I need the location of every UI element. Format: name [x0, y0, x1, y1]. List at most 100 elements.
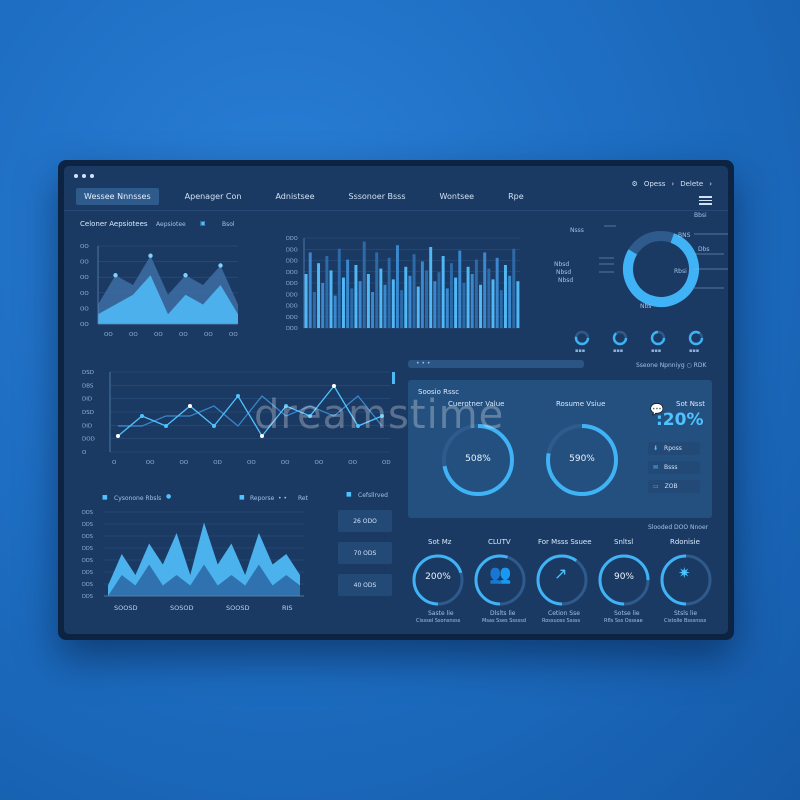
y-tick-label: DID [82, 423, 92, 429]
y-tick-label: O [82, 450, 87, 456]
bar [317, 263, 321, 328]
data-point [183, 273, 188, 278]
data-point [148, 253, 153, 258]
data-point [113, 273, 118, 278]
x-tick-label: OO [247, 460, 256, 466]
bar [470, 274, 474, 328]
bar [333, 295, 337, 328]
bar [387, 257, 391, 328]
legend-square-icon: ■ [239, 494, 245, 501]
y-tick-label: OO [80, 260, 89, 266]
mini-rings: ▪▪▪ ▪▪▪ ▪▪▪ ▪▪▪ [574, 330, 704, 354]
data-point [308, 414, 312, 418]
bottom-kpi-rings [412, 554, 712, 606]
area-panel-icon[interactable]: ▣ [200, 220, 206, 227]
legend-label-2: Reporse [250, 495, 275, 502]
bar [346, 259, 350, 328]
y-tick-label: DDO [286, 247, 298, 253]
kpi-2-sub2: Msas Sses Sssssd [482, 618, 526, 624]
kpi-4-value: 90% [613, 572, 634, 582]
mini-ring-label: ▪▪▪ [575, 348, 585, 354]
donut-label-left-1: Nsss [570, 227, 584, 234]
mini-ring-value [612, 330, 628, 346]
y-tick-label: DSD [82, 370, 94, 376]
y-tick-label: OO [80, 306, 89, 312]
kpi-3-title: For Msss Ssuee [538, 538, 592, 546]
tab-6[interactable]: Rpe [508, 192, 524, 201]
watermark: dreamstime [254, 392, 505, 438]
gauge-value [546, 424, 618, 496]
mini-ring-value [574, 330, 590, 346]
kpi-5-sub1: Stsls lie [674, 610, 698, 617]
kpi-2-sub1: Dlslts lie [490, 610, 516, 617]
chat-bubble-icon: 💬 [650, 403, 664, 416]
x-tick-label: OD [213, 460, 222, 466]
kpi-5-title: Rdonisie [670, 538, 700, 546]
window-dot-icon[interactable] [82, 174, 86, 178]
gauge-rings [442, 424, 618, 496]
bar [483, 252, 487, 328]
mini-stat-2[interactable]: 70 ODS [338, 542, 392, 564]
area-series-front [98, 275, 238, 324]
kpi-3-sub2: Rossuoss Sssss [542, 618, 581, 624]
x-tick-label: OO [146, 460, 155, 466]
top-link-1[interactable]: Opess [643, 180, 666, 188]
menu-icon[interactable] [699, 194, 712, 207]
tab-3[interactable]: Adnistsee [275, 192, 315, 201]
gauge-1-title: Cuerotner Value [448, 400, 505, 408]
mini-stat-3[interactable]: 40 ODS [338, 574, 392, 596]
area-panel-tag[interactable]: Bsol [222, 221, 235, 228]
bar [321, 283, 325, 328]
tab-5[interactable]: Wontsee [439, 192, 475, 201]
side-button-3[interactable]: ▭ ZOB [648, 480, 700, 493]
y-tick-label: DDS [82, 558, 93, 564]
legend-label-4: Cefsllrved [358, 492, 388, 499]
x-tick-label: OO [129, 332, 138, 338]
tab-1[interactable]: Wessee Nnnsses [76, 188, 159, 205]
bar [503, 265, 507, 328]
x-tick-label: OO [229, 332, 238, 338]
trend-up-icon: ↗ [554, 564, 568, 583]
window-dot-icon[interactable] [90, 174, 94, 178]
y-tick-label: DDS [82, 510, 93, 516]
y-tick-label: OO [80, 322, 89, 328]
gear-icon: ✷ [678, 564, 691, 582]
bar [391, 279, 395, 328]
x-tick-label: OO [179, 332, 188, 338]
tab-2[interactable]: Apenager Con [184, 192, 242, 201]
data-point [116, 434, 120, 438]
bar [362, 241, 366, 328]
bar [441, 256, 445, 328]
side-button-2[interactable]: ✉ Bsss [648, 461, 700, 474]
window-dot-icon[interactable] [74, 174, 78, 178]
line-series-2 [118, 395, 383, 427]
kpi-top-bar [408, 360, 584, 368]
kpi-2-title: CLUTV [488, 538, 511, 546]
top-link-2[interactable]: Delete [680, 180, 704, 188]
bar [466, 266, 470, 328]
line-series-1 [117, 384, 383, 438]
bar [495, 257, 499, 328]
side-button-1[interactable]: ⬇ Rposs [648, 442, 700, 455]
legend-label-1: Cysonone Rbsls [114, 495, 162, 502]
data-point [284, 404, 288, 408]
mini-stat-1[interactable]: 26 ODO [338, 510, 392, 532]
bar [337, 248, 341, 328]
bottom-kpi-header: Slooded DOO Nnoer [648, 524, 709, 531]
y-tick-label: DDS [82, 570, 93, 576]
kpi-header-right: Sseone Npnniyg ○ RDK [636, 362, 707, 369]
kpi-4-title: Snltsl [614, 538, 634, 546]
x-tick-label: SOSOD [170, 604, 194, 612]
monitor-frame: Wessee Nnnsses Apenager Con Adnistsee Ss… [58, 160, 734, 640]
settings-icon[interactable]: ⚙ [631, 180, 638, 188]
x-tick-label: SOOSD [114, 604, 138, 612]
kpi-ring-value [536, 554, 588, 606]
bar [429, 247, 433, 328]
data-point [260, 434, 264, 438]
y-tick-label: DDS [82, 534, 93, 540]
tab-4[interactable]: Sssonoer Bsss [348, 192, 406, 201]
arrow-icon: › [671, 180, 675, 188]
download-icon: ⬇ [653, 445, 659, 452]
bar [416, 286, 420, 328]
y-tick-label: DDS [82, 522, 93, 528]
